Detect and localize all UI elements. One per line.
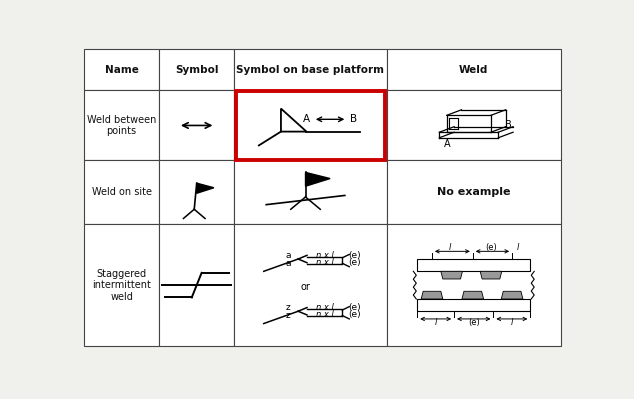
- Bar: [84, 160, 159, 224]
- Bar: [84, 91, 159, 160]
- Text: B: B: [350, 114, 357, 124]
- Bar: [417, 259, 530, 271]
- Bar: [84, 49, 159, 91]
- Bar: [234, 224, 387, 346]
- Polygon shape: [501, 291, 523, 299]
- Polygon shape: [197, 183, 214, 193]
- Text: l: l: [449, 243, 451, 252]
- Text: A: A: [303, 114, 310, 124]
- Polygon shape: [421, 291, 443, 299]
- Text: (e): (e): [485, 243, 497, 252]
- Text: Name: Name: [105, 65, 139, 75]
- Polygon shape: [480, 271, 501, 279]
- Text: (e): (e): [348, 258, 361, 267]
- Text: z: z: [286, 311, 291, 320]
- Bar: [387, 49, 561, 91]
- Text: Staggered
intermittent
weld: Staggered intermittent weld: [92, 269, 151, 302]
- Bar: [84, 224, 159, 346]
- Bar: [387, 160, 561, 224]
- Text: a: a: [285, 251, 291, 260]
- Bar: [159, 160, 234, 224]
- Text: l: l: [510, 318, 513, 327]
- Text: n x l: n x l: [316, 303, 333, 312]
- Bar: [234, 91, 387, 160]
- Text: (e): (e): [348, 310, 361, 320]
- Text: or: or: [301, 282, 311, 292]
- Bar: [159, 224, 234, 346]
- Bar: [159, 49, 234, 91]
- Text: l: l: [517, 243, 519, 252]
- Text: A: A: [443, 139, 450, 149]
- Bar: [159, 91, 234, 160]
- Text: n x l: n x l: [316, 258, 333, 267]
- Text: z: z: [286, 303, 291, 312]
- Text: Weld on site: Weld on site: [92, 188, 152, 198]
- Text: B: B: [505, 120, 512, 130]
- Bar: [417, 299, 530, 311]
- Text: (e): (e): [348, 251, 361, 260]
- Text: Symbol: Symbol: [175, 65, 219, 75]
- Text: a: a: [285, 259, 291, 267]
- Bar: [387, 224, 561, 346]
- Polygon shape: [462, 291, 484, 299]
- Text: (e): (e): [468, 318, 480, 327]
- Text: No example: No example: [437, 188, 510, 198]
- Text: n x l: n x l: [316, 251, 333, 260]
- Bar: [387, 91, 561, 160]
- Text: n x l: n x l: [316, 310, 333, 320]
- Text: (e): (e): [348, 303, 361, 312]
- Polygon shape: [441, 271, 462, 279]
- Text: Weld: Weld: [459, 65, 488, 75]
- Text: l: l: [434, 318, 437, 327]
- Polygon shape: [306, 172, 330, 186]
- Text: Weld between
points: Weld between points: [87, 115, 157, 136]
- Text: Symbol on base platform: Symbol on base platform: [236, 65, 384, 75]
- Bar: [236, 91, 385, 160]
- Bar: [234, 160, 387, 224]
- Bar: [234, 49, 387, 91]
